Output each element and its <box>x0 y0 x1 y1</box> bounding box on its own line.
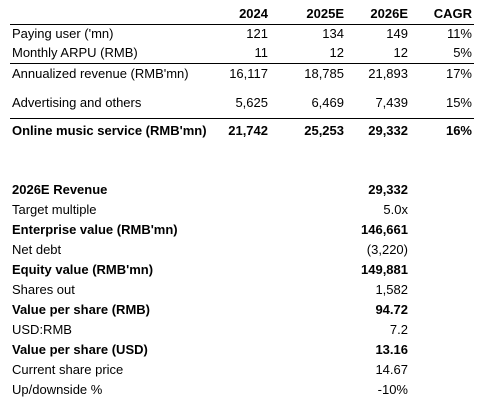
row-label-advertising: Advertising and others <box>12 95 142 110</box>
valuation-label-shares-out: Shares out <box>12 282 75 297</box>
cell-paying-user-cagr: 11% <box>446 26 472 41</box>
valuation-value-current-share-price: 14.67 <box>375 362 408 377</box>
valuation-label-2026e-revenue: 2026E Revenue <box>12 182 108 197</box>
cell-arpu-2025e: 12 <box>329 45 344 60</box>
cell-advertising-2024: 5,625 <box>235 95 268 110</box>
header-cagr: CAGR <box>433 6 472 21</box>
row-label-paying-user: Paying user ('mn) <box>12 26 114 41</box>
row-label-monthly-arpu: Monthly ARPU (RMB) <box>12 45 138 60</box>
cell-paying-user-2024: 121 <box>246 26 268 41</box>
header-2025e: 2025E <box>306 6 344 21</box>
valuation-label-value-per-share-usd: Value per share (USD) <box>12 342 148 357</box>
cell-online-music-cagr: 16% <box>445 123 472 138</box>
cell-arpu-2024: 11 <box>254 45 269 60</box>
cell-annualized-revenue-2025e: 18,785 <box>304 66 344 81</box>
valuation-label-up-downside: Up/downside % <box>12 382 103 397</box>
total-divider <box>10 118 474 119</box>
valuation-label-net-debt: Net debt <box>12 242 62 257</box>
row-label-annualized-revenue: Annualized revenue (RMB'mn) <box>12 66 189 81</box>
row-label-online-music-total: Online music service (RMB'mn) <box>12 123 207 138</box>
cell-online-music-2025e: 25,253 <box>304 123 344 138</box>
valuation-label-current-share-price: Current share price <box>12 362 124 377</box>
cell-arpu-2026e: 12 <box>393 45 408 60</box>
cell-annualized-revenue-cagr: 17% <box>445 66 472 81</box>
cell-paying-user-2025e: 134 <box>322 26 344 41</box>
valuation-value-2026e-revenue: 29,332 <box>368 182 408 197</box>
valuation-value-target-multiple: 5.0x <box>383 202 408 217</box>
header-divider <box>10 24 474 25</box>
valuation-value-usd-rmb: 7.2 <box>389 322 408 337</box>
cell-online-music-2026e: 29,332 <box>368 123 408 138</box>
cell-paying-user-2026e: 149 <box>386 26 408 41</box>
valuation-value-up-downside: -10% <box>377 382 408 397</box>
cell-annualized-revenue-2026e: 21,893 <box>368 66 408 81</box>
valuation-value-value-per-share-usd: 13.16 <box>375 342 408 357</box>
cell-online-music-2024: 21,742 <box>228 123 268 138</box>
header-2026e: 2026E <box>370 6 408 21</box>
cell-arpu-cagr: 5% <box>453 45 472 60</box>
valuation-label-target-multiple: Target multiple <box>12 202 97 217</box>
valuation-value-shares-out: 1,582 <box>375 282 408 297</box>
valuation-label-value-per-share-rmb: Value per share (RMB) <box>12 302 150 317</box>
valuation-value-net-debt: (3,220) <box>366 242 408 257</box>
valuation-value-value-per-share-rmb: 94.72 <box>375 302 408 317</box>
arpu-divider <box>10 63 474 64</box>
valuation-label-usd-rmb: USD:RMB <box>12 322 72 337</box>
header-2024: 2024 <box>239 6 268 21</box>
cell-annualized-revenue-2024: 16,117 <box>229 66 268 81</box>
valuation-value-equity-value: 149,881 <box>361 262 408 277</box>
valuation-label-equity-value: Equity value (RMB'mn) <box>12 262 154 277</box>
valuation-label-enterprise-value: Enterprise value (RMB'mn) <box>12 222 178 237</box>
valuation-value-enterprise-value: 146,661 <box>361 222 408 237</box>
cell-advertising-cagr: 15% <box>445 95 472 110</box>
cell-advertising-2025e: 6,469 <box>311 95 344 110</box>
cell-advertising-2026e: 7,439 <box>375 95 408 110</box>
